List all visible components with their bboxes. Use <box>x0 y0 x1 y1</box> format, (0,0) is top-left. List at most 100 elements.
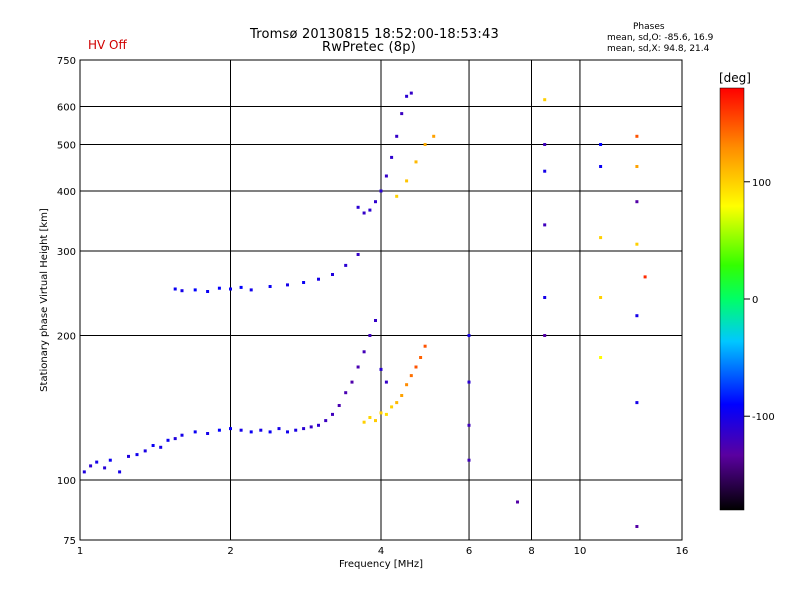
data-point <box>423 143 427 146</box>
data-point <box>400 112 404 116</box>
data-point <box>206 432 210 435</box>
data-point <box>368 334 372 337</box>
y-tick-label: 400 <box>57 187 76 198</box>
data-point <box>229 287 232 291</box>
y-axis-ticks: 75 100 200 300 400 500 600 750 <box>57 56 76 547</box>
data-point <box>249 430 253 434</box>
data-point <box>127 454 130 458</box>
data-point <box>374 200 377 204</box>
data-point <box>379 367 383 371</box>
data-point <box>467 380 471 384</box>
x-tick-label: 6 <box>466 546 472 557</box>
data-point <box>193 288 197 292</box>
data-point <box>423 344 427 348</box>
chart-subtitle: RwPretec (8p) <box>322 40 416 55</box>
scatter-points <box>82 91 647 528</box>
data-point <box>180 289 184 293</box>
data-point <box>635 134 639 138</box>
colorbar-tick-label: 0 <box>752 295 758 306</box>
data-point <box>467 423 471 427</box>
data-point <box>414 160 418 164</box>
data-point <box>362 211 366 215</box>
data-point <box>390 155 394 159</box>
data-point <box>390 405 394 409</box>
data-point <box>268 285 272 288</box>
colorbar <box>719 87 745 511</box>
data-point <box>82 470 86 474</box>
data-point <box>635 165 639 168</box>
data-point <box>432 134 436 138</box>
x-axis-ticks: 1 2 4 6 8 10 16 <box>77 546 689 557</box>
data-point <box>384 174 388 178</box>
data-point <box>409 91 413 95</box>
data-point <box>268 430 272 434</box>
data-point <box>374 319 377 322</box>
data-point <box>173 287 177 291</box>
data-point <box>467 334 471 337</box>
phases-x-stats: mean, sd,X: 94.8, 21.4 <box>607 44 710 54</box>
data-point <box>409 374 413 378</box>
data-point <box>643 275 647 279</box>
y-tick-label: 75 <box>63 536 76 547</box>
data-point <box>419 356 423 359</box>
data-point <box>193 430 197 434</box>
data-point <box>543 334 547 337</box>
y-tick-label: 200 <box>57 332 76 343</box>
y-tick-label: 300 <box>57 247 76 258</box>
data-point <box>405 179 409 183</box>
data-point <box>379 189 383 193</box>
x-tick-label: 2 <box>227 546 233 557</box>
data-point <box>362 350 366 354</box>
data-point <box>331 412 334 416</box>
data-point <box>324 419 328 423</box>
data-point <box>151 444 155 447</box>
data-point <box>414 365 418 369</box>
data-point <box>317 277 320 281</box>
data-point <box>331 273 334 276</box>
data-point <box>239 285 243 289</box>
colorbar-ticks: 100 0 -100 <box>744 178 775 423</box>
data-point <box>118 470 122 474</box>
data-point <box>89 464 93 468</box>
data-point <box>405 383 409 387</box>
data-point <box>635 242 639 246</box>
phases-o-stats: mean, sd,O: -85.6, 16.9 <box>607 33 714 43</box>
data-point <box>344 263 348 267</box>
data-point <box>635 314 639 318</box>
data-point <box>173 437 177 441</box>
data-point <box>395 134 399 138</box>
data-point <box>356 365 360 369</box>
data-point <box>135 453 139 457</box>
data-point <box>362 420 366 424</box>
data-point <box>543 98 547 102</box>
x-tick-label: 8 <box>528 546 534 557</box>
grid-lines <box>80 60 682 540</box>
x-tick-label: 1 <box>77 546 83 557</box>
data-point <box>356 253 360 256</box>
y-axis-label: Stationary phase Virtual Height [km] <box>39 208 50 392</box>
data-point <box>249 288 253 292</box>
data-point <box>350 380 354 384</box>
data-point <box>180 433 184 437</box>
y-tick-label: 100 <box>57 476 76 487</box>
plot-frame <box>79 59 683 541</box>
data-point <box>599 296 603 299</box>
data-point <box>277 427 281 431</box>
x-tick-label: 4 <box>378 546 384 557</box>
data-point <box>206 290 210 293</box>
data-point <box>384 412 388 416</box>
data-point <box>286 430 289 434</box>
hv-status-label: HV Off <box>88 38 127 52</box>
data-point <box>543 223 547 227</box>
data-point <box>286 283 289 287</box>
data-point <box>395 401 399 405</box>
data-point <box>395 194 399 198</box>
x-tick-label: 16 <box>676 546 689 557</box>
data-point <box>400 394 404 397</box>
data-point <box>159 445 163 449</box>
data-point <box>217 286 221 290</box>
data-point <box>543 143 547 146</box>
data-point <box>317 423 320 427</box>
data-point <box>337 404 341 407</box>
